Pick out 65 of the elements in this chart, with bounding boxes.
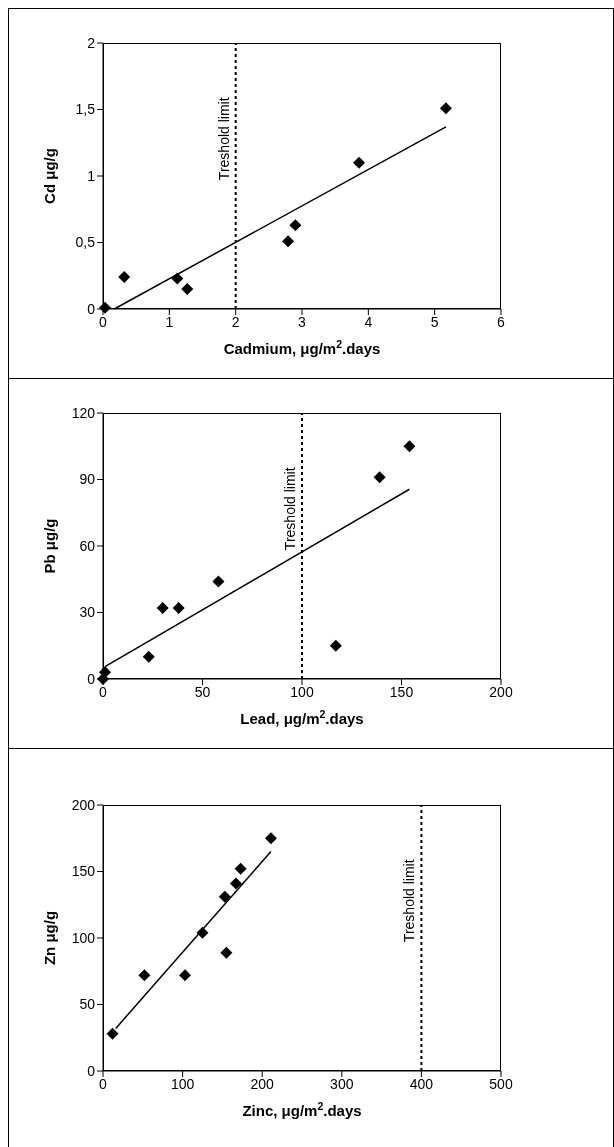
point — [264, 832, 277, 845]
point — [118, 271, 131, 284]
point — [106, 1027, 119, 1040]
x-tick-label: 500 — [489, 1075, 513, 1092]
y-tick-label: 60 — [79, 537, 96, 554]
ref-line-label: Treshold limit — [282, 467, 298, 551]
y-tick-label: 30 — [79, 604, 96, 621]
y-tick-label: 0,5 — [75, 234, 96, 251]
x-axis-title: Lead, μg/m$^{2}$.days — [240, 708, 364, 727]
x-axis-title: Cadmium, μg/m$^{2}$.days — [223, 338, 381, 357]
point — [220, 946, 233, 959]
x-tick-label: 0 — [99, 313, 108, 330]
x-tick-label: 400 — [409, 1075, 434, 1092]
point — [156, 602, 169, 615]
x-axis-title: Zinc, μg/m$^{2}$.days — [242, 1100, 362, 1119]
ref-line-label: Treshold limit — [215, 97, 232, 181]
point — [212, 575, 225, 588]
point — [138, 969, 151, 982]
y-tick-label: 0 — [87, 300, 96, 317]
x-tick-label: 3 — [298, 313, 307, 330]
x-tick-label: 200 — [489, 683, 513, 700]
x-tick-label: 6 — [497, 313, 506, 330]
x-tick-label: 5 — [430, 313, 439, 330]
x-tick-label: 4 — [364, 313, 373, 330]
x-tick-label: 2 — [231, 313, 240, 330]
x-tick-label: 1 — [165, 313, 174, 330]
x-tick-label: 100 — [290, 683, 314, 700]
y-tick-label: 150 — [71, 863, 96, 880]
y-axis-title: Pb μg/g — [41, 518, 58, 574]
point — [171, 272, 184, 285]
x-tick-label: 50 — [194, 683, 211, 700]
x-tick-label: 100 — [170, 1075, 195, 1092]
point — [218, 890, 231, 903]
y-tick-label: 50 — [79, 996, 96, 1013]
point — [234, 862, 247, 875]
x-tick-label: 200 — [250, 1075, 275, 1092]
point — [403, 440, 416, 453]
y-axis-title: Zn μg/g — [41, 910, 58, 966]
y-tick-label: 0 — [87, 670, 96, 687]
point — [439, 102, 452, 115]
y-tick-label: 2 — [87, 34, 96, 51]
y-tick-label: 1 — [87, 167, 96, 184]
x-tick-label: 0 — [99, 1075, 108, 1092]
point — [329, 639, 342, 652]
point — [229, 877, 242, 890]
point — [181, 283, 194, 296]
point — [178, 969, 191, 982]
y-tick-label: 120 — [71, 404, 96, 421]
y-axis-title: Cd μg/g — [41, 148, 58, 204]
y-tick-label: 0 — [87, 1062, 96, 1079]
point — [142, 650, 155, 663]
x-tick-label: 150 — [389, 683, 414, 700]
point — [196, 926, 209, 939]
y-tick-label: 1,5 — [75, 101, 96, 118]
y-tick-label: 100 — [71, 929, 96, 946]
y-tick-label: 90 — [79, 471, 96, 488]
ref-line-label: Treshold limit — [401, 859, 418, 943]
x-tick-label: 300 — [330, 1075, 354, 1092]
point — [373, 471, 386, 484]
point — [282, 235, 295, 248]
x-tick-label: 0 — [99, 683, 108, 700]
point — [289, 219, 302, 232]
y-tick-label: 200 — [71, 796, 96, 813]
point — [172, 602, 185, 615]
point — [353, 156, 366, 169]
